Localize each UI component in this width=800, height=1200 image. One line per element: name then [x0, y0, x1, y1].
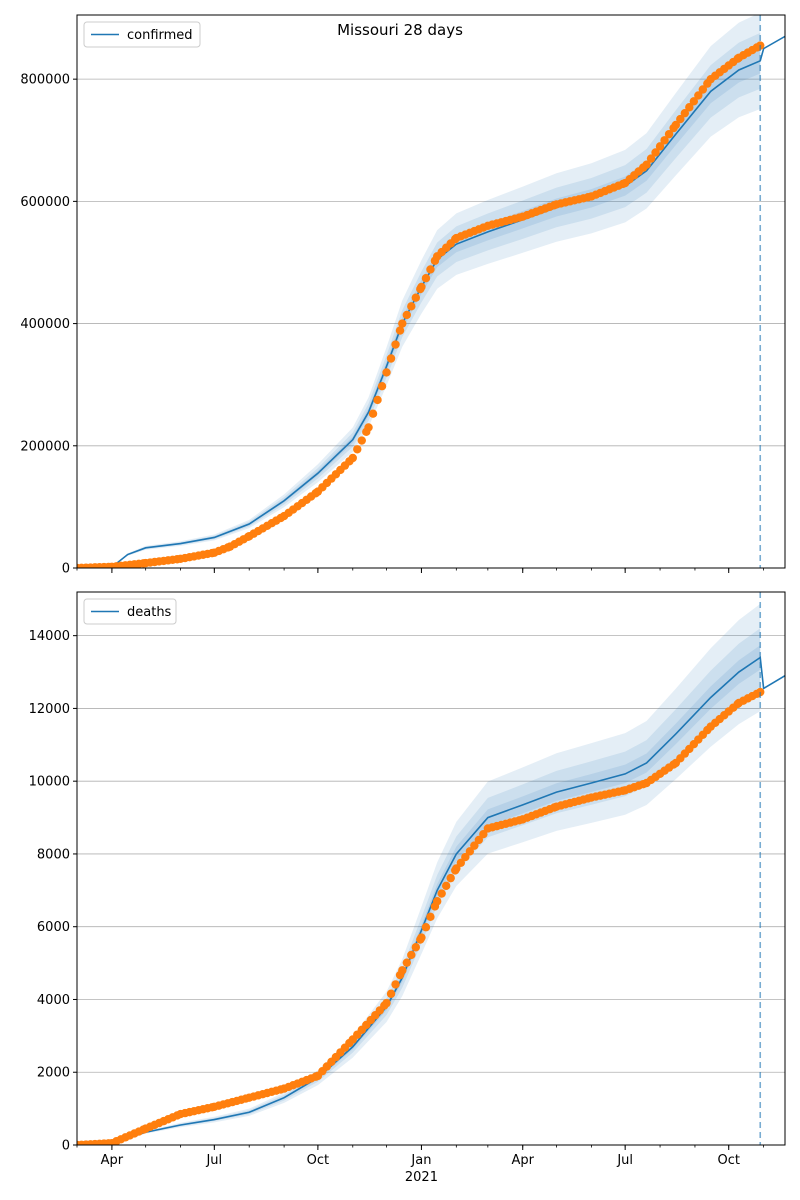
observed-point	[651, 148, 660, 157]
observed-point	[426, 912, 435, 922]
legend-box	[83, 598, 177, 625]
observed-point	[474, 835, 484, 845]
observed-point	[655, 142, 665, 151]
y-tick-label: 800000	[20, 73, 70, 88]
observed-point	[395, 326, 405, 335]
legend-label: confirmed	[127, 28, 193, 43]
x-tick-label: Jan	[410, 1153, 431, 1168]
observed-point	[407, 302, 416, 311]
observed-points	[77, 41, 765, 568]
figure-title: Missouri 28 days	[337, 21, 463, 39]
panel-confirmed: 0 200000 400000 600000 800000 confirmed	[20, 14, 786, 577]
observed-point	[680, 108, 690, 118]
observed-point	[664, 129, 674, 139]
observed-point	[382, 998, 391, 1008]
observed-point	[426, 265, 435, 274]
observed-point	[432, 897, 442, 906]
observed-points	[77, 687, 765, 1145]
observed-point	[671, 120, 681, 130]
observed-point	[452, 864, 461, 873]
y-tick-label: 2000	[37, 1066, 70, 1081]
observed-point	[461, 852, 470, 862]
observed-point	[421, 273, 431, 283]
observed-point	[391, 340, 400, 349]
observed-point	[470, 841, 479, 850]
observed-point	[402, 958, 411, 967]
observed-point	[689, 97, 699, 106]
y-tick-label: 8000	[37, 847, 70, 862]
observed-point	[676, 114, 685, 124]
y-tick-label: 200000	[20, 439, 70, 454]
axes-frame	[76, 14, 786, 569]
observed-point	[407, 950, 416, 960]
observed-point	[398, 319, 407, 328]
y-tick-label: 600000	[20, 195, 70, 210]
x-tick-label: Jul	[616, 1153, 633, 1168]
legend-box	[83, 21, 201, 48]
observed-point	[465, 847, 475, 856]
observed-point	[437, 889, 446, 898]
uncertainty-band-1	[77, 603, 761, 1145]
y-tick-label: 400000	[20, 317, 70, 332]
observed-point	[698, 85, 708, 94]
panel-deaths: 0 2000 4000 6000 8000 10000 12000 14000 Apr Jul Oc…	[29, 591, 786, 1185]
observed-point	[377, 382, 387, 391]
model-line	[77, 656, 785, 1145]
legend-label: deaths	[127, 605, 172, 620]
axes-frame	[76, 591, 786, 1146]
x-tick-sublabel: 2021	[405, 1170, 438, 1185]
observed-point	[391, 980, 400, 989]
observed-point	[441, 881, 451, 891]
y-tick-label: 4000	[37, 993, 70, 1008]
observed-point	[411, 943, 421, 952]
uncertainty-band-2	[77, 628, 761, 1145]
observed-point	[694, 91, 703, 100]
y-tick-label: 14000	[29, 629, 70, 644]
observed-point	[368, 409, 378, 418]
observed-point	[479, 829, 488, 839]
observed-point	[456, 858, 466, 867]
observed-point	[642, 160, 651, 169]
observed-point	[685, 103, 694, 112]
observed-point	[646, 154, 656, 163]
observed-point	[386, 989, 396, 998]
observed-point	[411, 293, 421, 302]
observed-point	[398, 966, 407, 975]
x-tick-label: Oct	[307, 1153, 329, 1168]
observed-point	[382, 368, 391, 377]
observed-point	[660, 136, 669, 145]
observed-point	[364, 423, 373, 432]
observed-point	[417, 282, 426, 292]
observed-point	[373, 395, 382, 405]
legend: deaths	[83, 598, 177, 625]
observed-point	[353, 445, 362, 454]
observed-point	[348, 453, 357, 463]
y-tick-label: 10000	[29, 775, 70, 790]
plot-area	[77, 15, 785, 568]
x-tick-label: Apr	[511, 1153, 534, 1168]
observed-point	[402, 310, 411, 320]
y-tick-label: 0	[62, 1139, 70, 1154]
y-tick-label: 12000	[29, 702, 70, 717]
plot-area	[77, 603, 785, 1145]
legend: confirmed	[83, 21, 201, 48]
observed-point	[417, 933, 426, 942]
observed-point	[446, 873, 455, 883]
observed-point	[357, 436, 366, 445]
observed-point	[421, 923, 431, 932]
observed-point	[386, 354, 396, 363]
x-tick-label: Jul	[205, 1153, 222, 1168]
x-tick-label: Oct	[717, 1153, 739, 1168]
y-tick-label: 0	[62, 562, 70, 577]
x-tick-label: Apr	[101, 1153, 124, 1168]
y-tick-label: 6000	[37, 920, 70, 935]
